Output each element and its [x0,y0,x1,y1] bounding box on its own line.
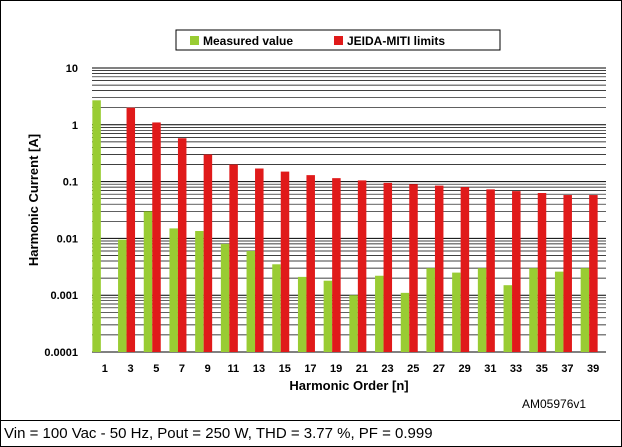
measured-bar [580,268,590,352]
measured-bar [323,280,333,352]
x-tick-label: 29 [459,363,471,375]
limit-bar [383,182,393,352]
y-tick-label: 0.1 [63,177,78,189]
limit-bar [512,191,521,352]
legend-label: Measured value [203,34,293,48]
measured-bar [349,295,358,352]
limit-bar [332,178,341,352]
measured-bar [169,228,178,352]
limit-bar [203,154,213,352]
measured-bar [400,292,410,352]
measured-bar [92,100,101,352]
caption-divider [0,420,620,421]
figure-reference: AM05976v1 [522,397,587,411]
measured-bar [477,268,487,352]
figure-caption: Vin = 100 Vac - 50 Hz, Pout = 250 W, THD… [4,425,433,442]
x-axis-title: Harmonic Order [n] [289,378,408,393]
legend-swatch [190,36,199,45]
measured-bar [272,264,281,352]
measured-bar [554,271,564,352]
limit-bar [280,171,290,352]
limit-bar [229,164,238,352]
x-tick-label: 9 [205,363,211,375]
limit-bar [152,122,161,352]
limit-bar [126,107,136,352]
limit-bar [255,168,264,352]
x-tick-label: 25 [407,363,419,375]
limit-bar [177,138,187,352]
x-tick-label: 1 [102,363,108,375]
limit-bar [589,195,598,352]
y-tick-label: 1 [72,120,78,132]
y-axis-title: Harmonic Current [A] [26,134,41,266]
x-tick-label: 11 [228,363,240,375]
x-tick-label: 13 [253,363,265,375]
x-tick-label: 17 [304,363,316,375]
measured-bar [143,211,153,352]
legend-label: JEIDA-MITI limits [347,34,445,48]
measured-bar [529,268,538,352]
limit-bar [563,195,572,352]
limit-bar [460,187,470,352]
y-tick-label: 0.001 [50,290,78,302]
y-tick-label: 0.01 [57,233,78,245]
y-tick-label: 0.0001 [44,347,78,359]
x-tick-label: 21 [356,363,368,375]
x-tick-label: 23 [381,363,393,375]
x-tick-label: 19 [330,363,342,375]
y-tick-label: 10 [66,63,78,75]
x-tick-label: 15 [279,363,291,375]
limit-bar [486,189,495,352]
x-tick-label: 5 [153,363,159,375]
limit-bar [357,180,367,352]
measured-bar [375,275,384,352]
measured-bar [452,272,461,352]
x-tick-label: 3 [127,363,133,375]
measured-bar [220,243,230,352]
x-tick-label: 35 [536,363,548,375]
x-tick-labels: 1 3 5 7 9 11 13 15 17 19 21 23 25 27 29 31 33 35 37 39 [102,363,599,375]
gridlines [92,67,606,353]
y-tick-labels: 10 1 0.1 0.01 0.001 0.0001 [44,63,78,359]
x-tick-label: 31 [484,363,496,375]
measured-bar [195,230,204,352]
measured-bar [246,251,256,352]
limit-bar [537,192,547,352]
x-tick-label: 27 [433,363,445,375]
bars [92,100,598,352]
x-tick-label: 7 [179,363,185,375]
measured-bar [503,285,513,352]
limit-bar [306,175,315,352]
limit-bar [409,184,418,352]
legend-swatch [334,36,343,45]
x-tick-label: 39 [587,363,599,375]
measured-bar [297,276,307,352]
x-tick-label: 33 [510,363,522,375]
legend: Measured value JEIDA-MITI limits [175,29,501,51]
x-tick-label: 37 [561,363,573,375]
measured-bar [118,239,127,352]
limit-bar [434,185,444,352]
measured-bar [426,268,435,352]
